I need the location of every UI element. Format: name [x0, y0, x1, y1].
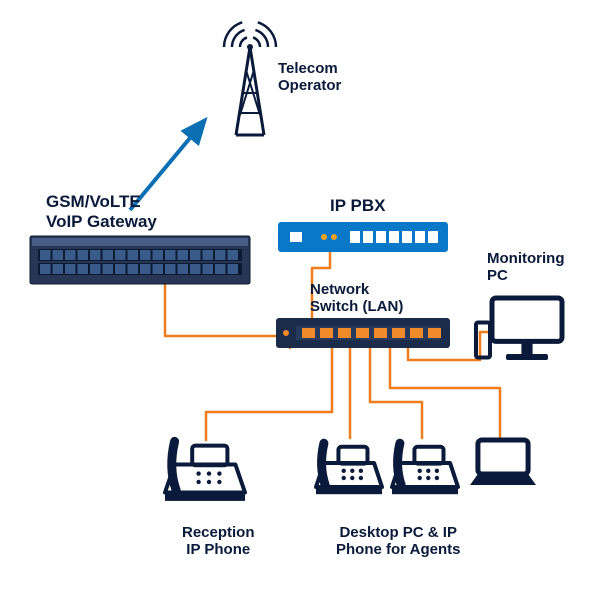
- ip-pbx-label: IP PBX: [330, 196, 385, 216]
- agent-phone-1-icon: [316, 443, 382, 494]
- monitoring-pc-icon: [476, 298, 562, 360]
- gateway-label: GSM/VoLTE VoIP Gateway: [46, 192, 157, 231]
- agent-phone-2-icon: [392, 443, 458, 494]
- voip-gateway-icon: [30, 236, 250, 284]
- reception-phone-icon: [165, 441, 245, 501]
- network-switch-label: Network Switch (LAN): [310, 281, 403, 316]
- ip-pbx-icon: [278, 222, 448, 252]
- agents-label: Desktop PC & IP Phone for Agents: [336, 524, 460, 559]
- agent-laptop-icon: [470, 440, 536, 485]
- telecom-tower-icon: [224, 22, 276, 135]
- monitoring-pc-label: Monitoring PC: [487, 250, 564, 285]
- network-switch-icon: [276, 318, 450, 348]
- reception-phone-label: Reception IP Phone: [182, 524, 255, 559]
- telecom-operator-label: Telecom Operator: [278, 60, 341, 95]
